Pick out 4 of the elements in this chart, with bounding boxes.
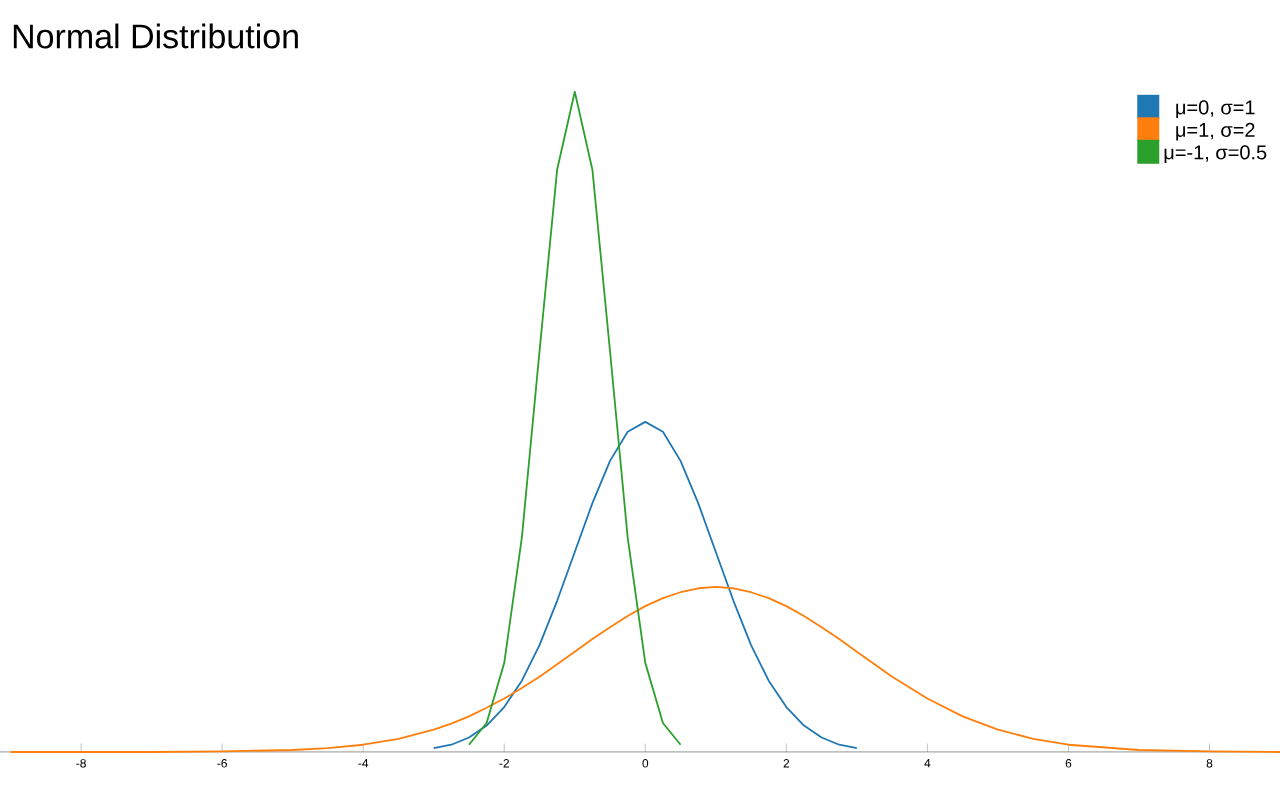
- legend-label: μ=1, σ=2: [1176, 122, 1255, 141]
- legend-label: μ=0, σ=1: [1176, 100, 1255, 119]
- legend-label: μ=-1, σ=0.5: [1164, 145, 1267, 164]
- chart-title: Normal Distribution: [13, 23, 298, 49]
